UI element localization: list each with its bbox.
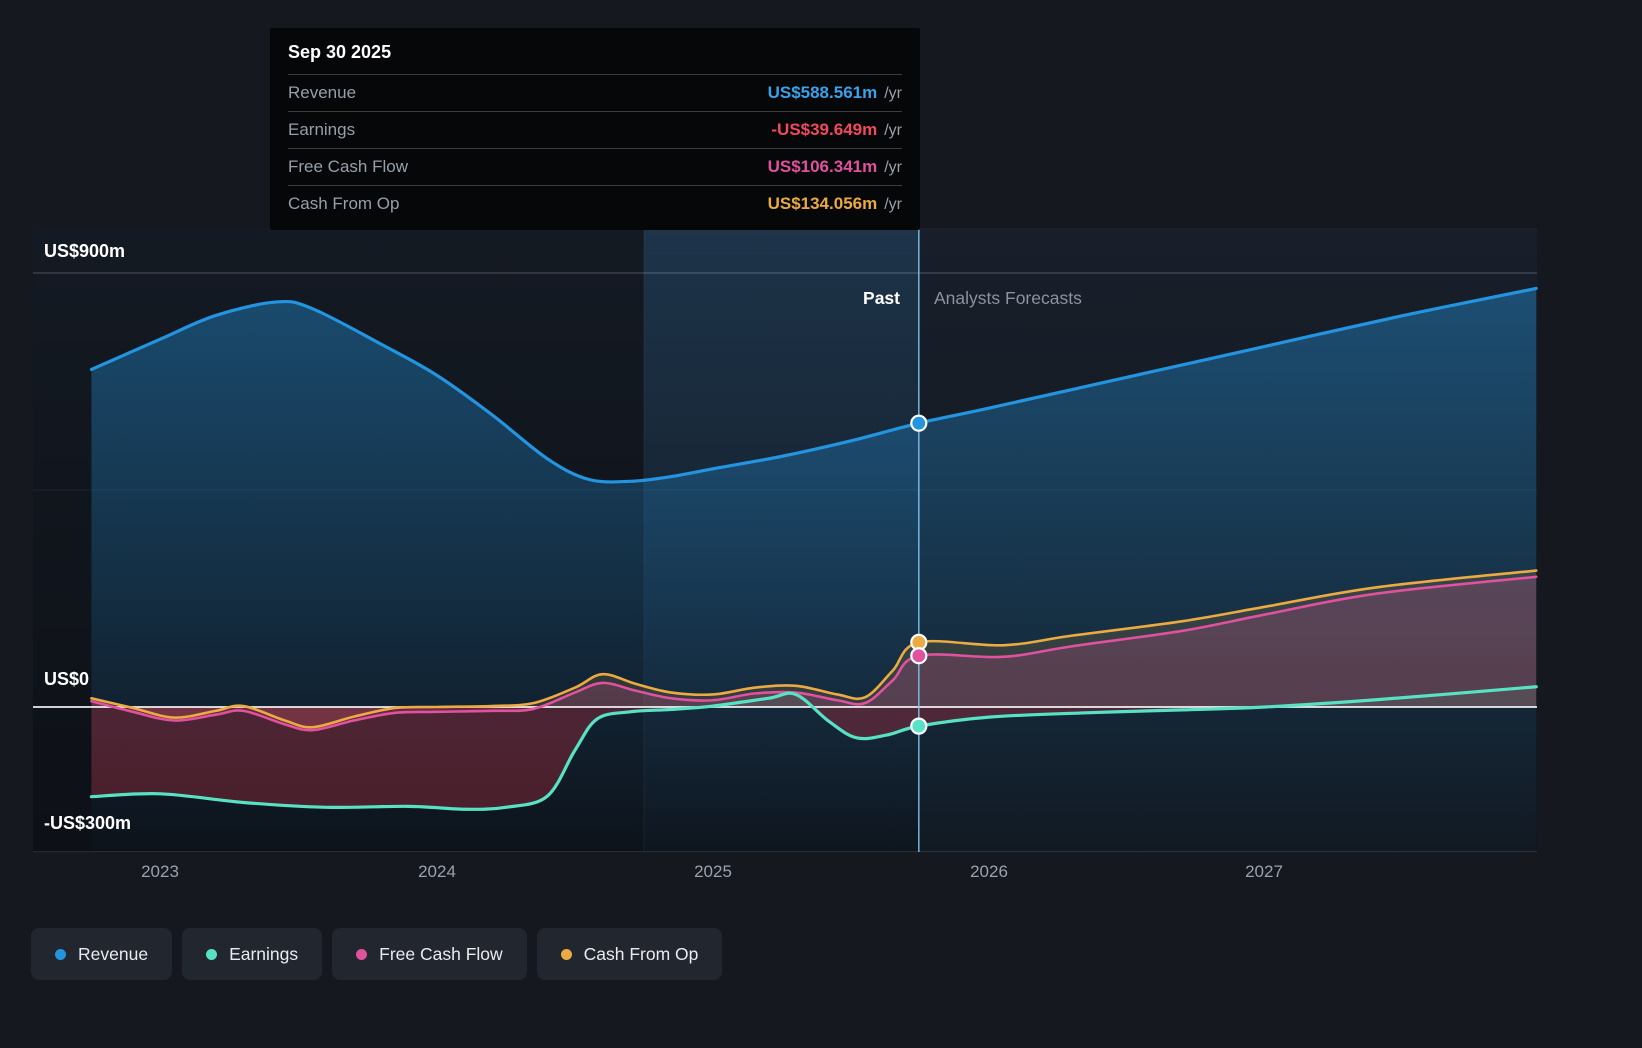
free-cash-flow-area (91, 576, 1537, 731)
earnings-negative-area (91, 707, 1537, 810)
x-axis-label-2026: 2026 (970, 862, 1008, 881)
legend-pill-revenue[interactable]: Revenue (31, 928, 173, 980)
legend-pill-earnings[interactable]: Earnings (182, 928, 323, 980)
legend-label-cash-from-op: Cash From Op (583, 943, 699, 964)
tooltip-row-free-cash-flow: Free Cash Flow US$106.341m/yr (288, 148, 902, 185)
y-axis-label-zero: US$0 (44, 669, 90, 689)
tooltip-label-free-cash-flow: Free Cash Flow (288, 157, 408, 176)
legend-label-free-cash-flow: Free Cash Flow (379, 943, 503, 964)
tooltip-value-earnings: -US$39.649m (771, 120, 878, 139)
revenue-dot-icon (55, 948, 66, 960)
past-label: Past (863, 288, 900, 308)
y-axis-label-bottom: -US$300m (44, 813, 132, 833)
legend-pill-cash-from-op[interactable]: Cash From Op (536, 928, 723, 980)
tooltip-value-revenue: US$588.561m (767, 83, 878, 102)
legend-label-earnings: Earnings (229, 943, 299, 964)
cash-from-op-dot-icon (560, 948, 572, 960)
tooltip-value-free-cash-flow: US$106.341m (767, 157, 878, 176)
free-cash-flow-dot-icon (356, 948, 368, 960)
revenue-line (89, 286, 1538, 484)
earnings-line (89, 685, 1538, 811)
earnings-marker (910, 717, 928, 735)
cash-from-op-line (90, 569, 1538, 729)
tooltip-suffix-revenue: /yr (884, 85, 902, 102)
cash-from-op-area (91, 570, 1537, 728)
tooltip-row-cash-from-op: Cash From Op US$134.056m/yr (288, 185, 902, 222)
tooltip-suffix-free-cash-flow: /yr (884, 159, 902, 176)
tooltip-label-cash-from-op: Cash From Op (288, 194, 400, 213)
x-axis-label-2024: 2024 (418, 862, 456, 881)
free-cash-flow-line (90, 575, 1538, 732)
tooltip-suffix-cash-from-op: /yr (884, 196, 902, 213)
x-axis-label-2025: 2025 (694, 862, 732, 881)
tooltip-suffix-earnings: /yr (884, 122, 902, 139)
tooltip-label-revenue: Revenue (288, 83, 357, 102)
y-axis-label-top: US$900m (44, 241, 126, 261)
revenue-marker (910, 414, 928, 432)
earnings-dot-icon (206, 948, 218, 960)
chart-tooltip: Sep 30 2025 Revenue US$588.561m/yr Earni… (270, 28, 920, 230)
tooltip-label-earnings: Earnings (288, 120, 356, 139)
legend-label-revenue: Revenue (78, 943, 149, 964)
legend-pill-free-cash-flow[interactable]: Free Cash Flow (332, 928, 527, 980)
tooltip-row-earnings: Earnings -US$39.649m/yr (288, 111, 902, 148)
x-axis-label-2027: 2027 (1245, 862, 1283, 881)
free-cash-flow-marker (910, 647, 928, 665)
x-axis-label-2023: 2023 (141, 862, 179, 881)
tooltip-row-revenue: Revenue US$588.561m/yr (288, 74, 902, 111)
tooltip-value-cash-from-op: US$134.056m (767, 194, 878, 213)
tooltip-date: Sep 30 2025 (288, 42, 392, 62)
analysts-forecasts-label: Analysts Forecasts (934, 288, 1082, 308)
earnings-positive-area (91, 686, 1537, 707)
chart-legend: Revenue Earnings Free Cash Flow Cash Fro… (31, 928, 723, 980)
